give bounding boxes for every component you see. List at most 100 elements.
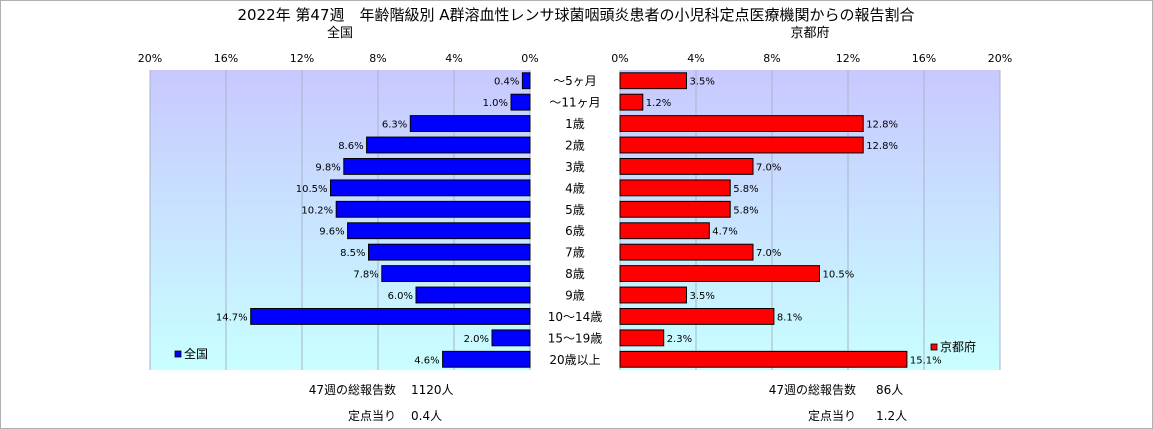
national-bar [491, 329, 531, 347]
left-legend-swatch [174, 350, 182, 358]
right-axis-ticks: 0% 4% 8% 12% 16% 20% [611, 52, 1012, 65]
tick-label: 12% [836, 52, 860, 65]
national-bar [343, 158, 531, 175]
tokyo-bar [619, 136, 864, 154]
national-data-label: 14.7% [216, 312, 248, 323]
tokyo-total-value: 86人 [876, 383, 903, 397]
category-label: 2歳 [565, 139, 585, 153]
national-bar [415, 286, 531, 304]
right-legend-swatch [930, 343, 938, 351]
category-label: 15～19歳 [548, 331, 603, 345]
right-chart-subtitle: 京都府 [790, 26, 829, 41]
tokyo-data-label: 5.8% [733, 205, 758, 216]
tokyo-bar [619, 286, 687, 304]
tokyo-data-label: 3.5% [690, 77, 715, 88]
tokyo-total-label: 47週の総報告数 [769, 382, 856, 397]
tokyo-bar [619, 222, 710, 240]
tokyo-bar [619, 329, 665, 347]
national-data-label: 9.6% [319, 227, 344, 238]
left-chart-subtitle: 全国 [327, 25, 353, 41]
national-bar [510, 93, 531, 111]
national-bar [330, 179, 531, 197]
category-label: 6歳 [565, 224, 585, 238]
tokyo-bar [619, 243, 754, 261]
national-total-label: 47週の総報告数 [309, 382, 396, 397]
tokyo-data-label: 12.8% [866, 120, 898, 131]
tokyo-bar [619, 200, 731, 218]
tokyo-bar [619, 308, 775, 325]
national-data-label: 6.3% [382, 120, 407, 131]
category-label: 8歳 [565, 267, 585, 281]
national-data-label: 6.0% [388, 291, 413, 302]
national-bar [368, 243, 531, 261]
national-data-label: 8.5% [340, 248, 365, 259]
national-bar [250, 308, 531, 325]
national-data-label: 1.0% [483, 98, 508, 109]
tick-label: 12% [290, 52, 314, 65]
category-label: 10～14歳 [548, 310, 603, 324]
category-label: 9歳 [565, 289, 585, 303]
tokyo-per-label: 定点当り [808, 408, 856, 423]
national-total-value: 1120人 [411, 383, 454, 397]
tokyo-bar [619, 115, 864, 133]
right-legend-label: 京都府 [940, 339, 976, 354]
right-legend: 京都府 [930, 339, 976, 354]
tokyo-data-label: 7.0% [756, 162, 781, 173]
left-legend: 全国 [174, 346, 208, 361]
tokyo-bar [619, 179, 731, 197]
national-data-label: 10.5% [296, 184, 328, 195]
category-label: 4歳 [565, 181, 585, 195]
national-data-label: 8.6% [338, 141, 363, 152]
category-label: ～5ヶ月 [553, 74, 597, 88]
national-data-label: 10.2% [301, 205, 333, 216]
tokyo-data-label: 7.0% [756, 248, 781, 259]
tokyo-data-label: 5.8% [733, 184, 758, 195]
national-per-value: 0.4人 [411, 409, 442, 423]
left-plot-area [150, 70, 530, 370]
tokyo-data-label: 4.7% [712, 227, 737, 238]
category-label: 1歳 [565, 117, 585, 131]
tick-label: 4% [687, 52, 704, 65]
tokyo-bar [619, 158, 754, 175]
left-axis-ticks: 20% 16% 12% 8% 4% 0% [138, 52, 539, 65]
right-bar-series: 3.5% 1.2% 12.8% 12.8% 7.0% 5.8% 5.8% 4.7% 7.0% 10… [619, 72, 942, 368]
tick-label: 0% [521, 52, 538, 65]
tokyo-bar [619, 72, 687, 90]
right-plot-area [620, 70, 1000, 370]
national-data-label: 0.4% [494, 77, 519, 88]
left-bar-series: 0.4% 1.0% 6.3% 8.6% 9.8% 10.5% 10.2% 9.6% 8.5% 7.… [216, 72, 531, 368]
national-data-label: 4.6% [414, 355, 439, 366]
national-bar [381, 265, 531, 282]
category-label: 7歳 [565, 246, 585, 260]
tokyo-data-label: 1.2% [646, 98, 671, 109]
category-label: 3歳 [565, 160, 585, 174]
tokyo-bar [619, 265, 820, 282]
tick-label: 20% [138, 52, 162, 65]
tick-label: 0% [611, 52, 628, 65]
left-legend-label: 全国 [184, 346, 208, 361]
tick-label: 8% [763, 52, 780, 65]
tokyo-per-value: 1.2人 [876, 409, 907, 423]
tokyo-bar [619, 350, 908, 368]
tokyo-data-label: 3.5% [690, 291, 715, 302]
tick-label: 20% [988, 52, 1012, 65]
category-label: 5歳 [565, 203, 585, 217]
national-bar [366, 136, 531, 154]
tokyo-data-label: 15.1% [910, 355, 942, 366]
tokyo-bar [619, 93, 644, 111]
chart-title: 2022年 第47週 年齢階級別 A群溶血性レンサ球菌咽頭炎患者の小児科定点医療… [237, 6, 914, 24]
category-label: 20歳以上 [549, 353, 600, 367]
category-label: ～11ヶ月 [549, 96, 600, 110]
national-bar [347, 222, 531, 240]
tokyo-data-label: 8.1% [777, 312, 802, 323]
tick-label: 4% [445, 52, 462, 65]
category-labels: ～5ヶ月 ～11ヶ月 1歳 2歳 3歳 4歳 5歳 6歳 7歳 8歳 9歳 10～14歳 15～19歳 2… [548, 74, 603, 367]
national-bar [521, 72, 531, 90]
national-data-label: 9.8% [315, 162, 340, 173]
tick-label: 8% [369, 52, 386, 65]
national-bar [442, 350, 531, 368]
national-bar [335, 200, 531, 218]
tick-label: 16% [214, 52, 238, 65]
national-data-label: 7.8% [353, 270, 378, 281]
